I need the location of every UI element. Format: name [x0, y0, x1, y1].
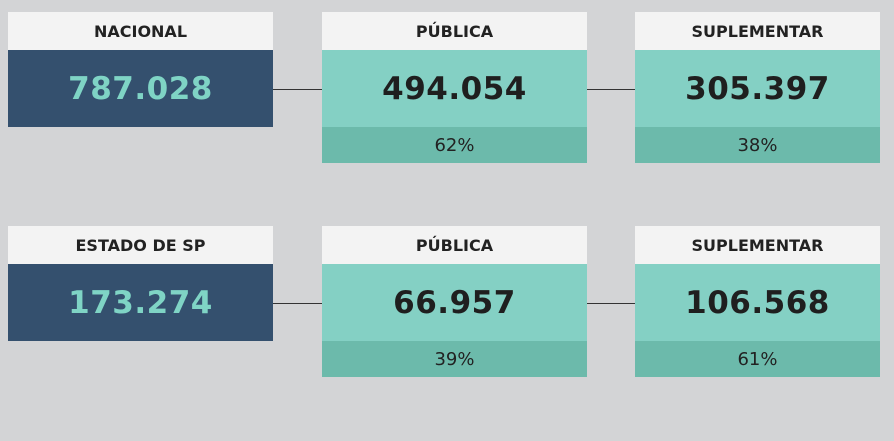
part-share: 62%: [322, 127, 587, 163]
group-header: ESTADO DE SP: [8, 226, 273, 264]
part-share: 38%: [635, 127, 880, 163]
group-total: 787.028: [8, 50, 273, 127]
connector: [587, 303, 635, 304]
part-share: 61%: [635, 341, 880, 377]
group-total: 173.274: [8, 264, 273, 341]
part-value: 494.054: [322, 50, 587, 127]
part-header: PÚBLICA: [322, 12, 587, 50]
connector: [273, 303, 322, 304]
connector: [587, 89, 635, 90]
part-value: 66.957: [322, 264, 587, 341]
part-header: PÚBLICA: [322, 226, 587, 264]
group-header: NACIONAL: [8, 12, 273, 50]
part-header: SUPLEMENTAR: [635, 226, 880, 264]
part-header: SUPLEMENTAR: [635, 12, 880, 50]
part-value: 305.397: [635, 50, 880, 127]
part-share: 39%: [322, 341, 587, 377]
part-value: 106.568: [635, 264, 880, 341]
connector: [273, 89, 322, 90]
